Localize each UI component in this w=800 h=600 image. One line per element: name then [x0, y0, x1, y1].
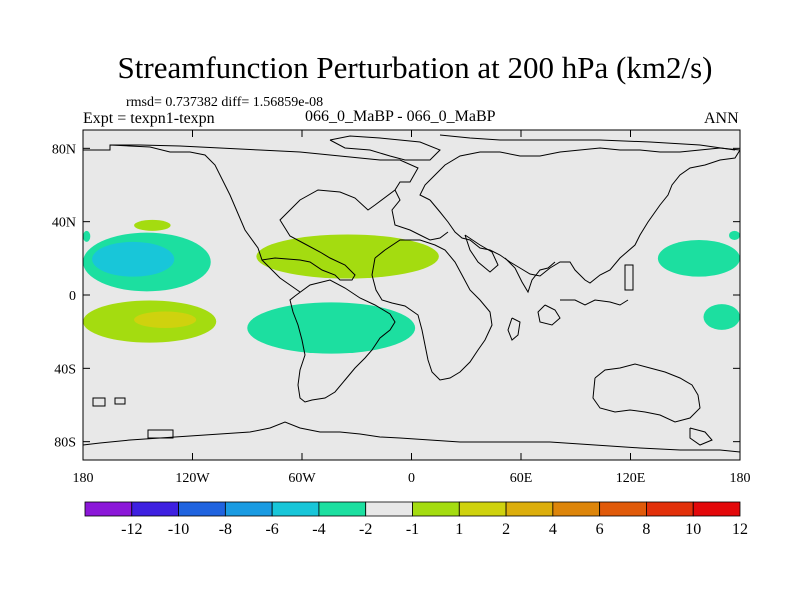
region-east-pacific-south-core — [134, 311, 197, 328]
colorbar-label: -6 — [265, 521, 278, 538]
right-label: ANN — [704, 110, 739, 127]
left-label: Expt = texpn1-texpn — [83, 110, 215, 127]
x-tick-label: 120W — [175, 471, 210, 486]
colorbar-label: 6 — [596, 521, 604, 538]
colorbar-label: 10 — [685, 521, 701, 538]
colorbar-box — [178, 501, 226, 517]
contour-regions — [83, 219, 740, 354]
colorbar-box — [365, 501, 413, 517]
colorbar-box — [692, 501, 741, 517]
region-n-pacific-high — [134, 219, 171, 231]
colorbar-box — [318, 501, 367, 517]
x-tick-label: 0 — [408, 471, 415, 486]
center-label: 066_0_MaBP - 066_0_MaBP — [305, 108, 496, 125]
colorbar-box — [84, 501, 133, 517]
colorbar-label: 2 — [502, 521, 510, 538]
colorbar-box — [552, 501, 601, 517]
colorbar: -12 -10 -8 -6 -4 -2 -1 1 2 4 6 8 10 12 — [84, 501, 748, 538]
region-far-west-edge-north — [83, 230, 91, 242]
colorbar-box — [131, 501, 179, 517]
x-tick-label: 60W — [288, 471, 316, 486]
colorbar-label: -2 — [359, 521, 372, 538]
colorbar-box — [271, 501, 320, 517]
region-west-pacific-north — [657, 240, 740, 277]
chart-title: Streamfunction Perturbation at 200 hPa (… — [117, 50, 713, 85]
colorbar-label: -8 — [219, 521, 232, 538]
colorbar-box — [224, 501, 273, 517]
plot-background — [83, 130, 740, 460]
x-tick-label: 60E — [510, 471, 533, 486]
x-tick-label: 120E — [616, 471, 646, 486]
y-tick-label: 0 — [69, 289, 76, 304]
colorbar-box — [412, 501, 460, 517]
colorbar-label: -12 — [121, 521, 142, 538]
colorbar-label: -4 — [312, 521, 325, 538]
colorbar-label: 12 — [732, 521, 748, 538]
colorbar-box — [646, 501, 694, 517]
stats-line: rmsd= 0.737382 diff= 1.56859e-08 — [126, 95, 324, 110]
x-tick-label: 180 — [73, 471, 94, 486]
region-east-pacific-north-core — [92, 241, 175, 277]
region-atlantic-north — [256, 234, 439, 279]
y-tick-label: 40S — [54, 362, 76, 377]
y-tick-label: 80N — [52, 142, 76, 157]
colorbar-box — [599, 501, 647, 517]
colorbar-label: 8 — [642, 521, 650, 538]
y-tick-label: 40N — [52, 216, 76, 231]
colorbar-label: -1 — [406, 521, 419, 538]
coastlines — [83, 134, 740, 453]
region-west-pacific-south — [703, 304, 740, 330]
x-tick-label: 180 — [730, 471, 751, 486]
colorbar-label: -10 — [168, 521, 189, 538]
colorbar-box — [505, 501, 554, 517]
region-atlantic-south — [247, 302, 416, 354]
axes: 180 120W 60W 0 60E 120E 180 80N 40N 0 40S 80S — [52, 130, 751, 486]
colorbar-label: 1 — [455, 521, 463, 538]
colorbar-label: 4 — [549, 521, 557, 538]
y-tick-label: 80S — [54, 436, 76, 451]
colorbar-box — [458, 501, 507, 517]
region-far-east-edge-north — [729, 230, 740, 240]
